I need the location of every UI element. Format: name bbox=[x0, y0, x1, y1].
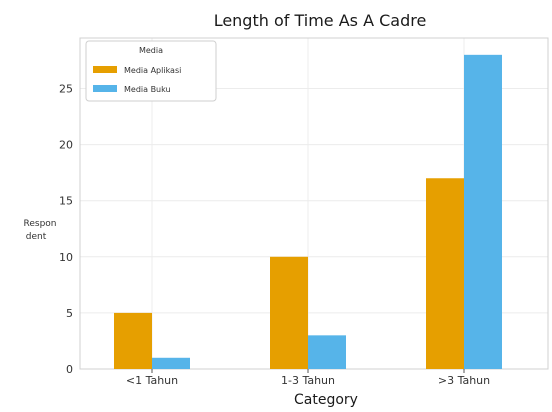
x-tick-label: 1-3 Tahun bbox=[281, 374, 335, 387]
x-tick-label: >3 Tahun bbox=[438, 374, 490, 387]
y-tick-label: 25 bbox=[59, 82, 73, 95]
chart-title: Length of Time As A Cadre bbox=[214, 11, 427, 30]
legend-box bbox=[85, 40, 217, 102]
bars bbox=[114, 54, 502, 370]
y-axis-label-line-1: Respon bbox=[24, 219, 57, 229]
bar-media-aplikasi bbox=[426, 178, 464, 369]
legend-swatch-media-buku bbox=[93, 85, 117, 92]
bar-media-aplikasi bbox=[270, 256, 308, 369]
legend-label-media-aplikasi: Media Aplikasi bbox=[124, 66, 181, 75]
legend: Media Media Aplikasi Media Buku bbox=[85, 40, 217, 102]
bar-media-buku bbox=[308, 335, 346, 369]
x-axis-label: Category bbox=[294, 392, 358, 408]
y-tick-label: 0 bbox=[66, 363, 73, 376]
legend-title: Media bbox=[139, 46, 163, 55]
bar-media-aplikasi bbox=[114, 312, 152, 369]
y-axis-label-line-2: dent bbox=[26, 232, 47, 242]
y-tick-label: 5 bbox=[66, 307, 73, 320]
x-tick-label: <1 Tahun bbox=[126, 374, 178, 387]
y-tick-label: 20 bbox=[59, 139, 73, 152]
x-tick-labels: <1 Tahun 1-3 Tahun >3 Tahun bbox=[126, 369, 490, 387]
legend-swatch-media-aplikasi bbox=[93, 66, 117, 73]
bar-media-buku bbox=[152, 357, 190, 369]
legend-label-media-buku: Media Buku bbox=[124, 85, 171, 94]
bar-media-buku bbox=[464, 54, 502, 370]
y-tick-label: 10 bbox=[59, 251, 73, 264]
y-tick-labels: 0 5 10 15 20 25 bbox=[59, 82, 73, 376]
y-tick-label: 15 bbox=[59, 195, 73, 208]
